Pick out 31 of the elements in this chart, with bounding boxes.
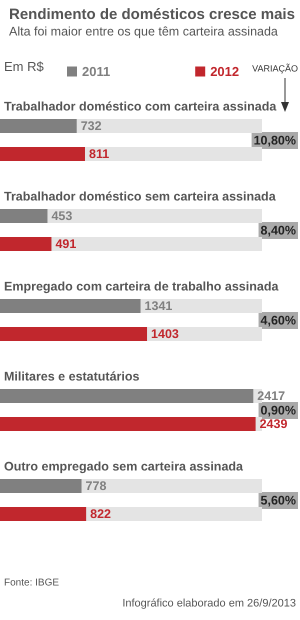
- chart-subtitle: Alta foi maior entre os que têm carteira assinada: [9, 24, 278, 38]
- bar: [0, 209, 48, 223]
- legend-label: 2012: [210, 64, 240, 79]
- text: 8,40%: [260, 224, 296, 238]
- data-label: 453: [51, 209, 72, 223]
- text: Infográfico elaborado em 26/9/2013: [122, 598, 296, 610]
- text: 5,60%: [260, 494, 296, 508]
- data-label: 491: [55, 237, 76, 251]
- data-label: 2417: [257, 389, 286, 403]
- bar: [0, 237, 52, 251]
- data-label: 778: [86, 479, 106, 493]
- annotation: 10,80%: [254, 134, 296, 148]
- source-note: Fonte: IBGE: [4, 578, 60, 588]
- text: 0,90%: [260, 404, 296, 418]
- y-tick-label: Empregado com carteira de trabalho assinada: [4, 280, 280, 294]
- y-tick-label: Trabalhador doméstico com carteira assinada: [4, 100, 278, 114]
- chart-title: Rendimento de domésticos cresce mais: [9, 6, 295, 23]
- text: 4,60%: [260, 314, 296, 328]
- data-label: 1403: [151, 327, 179, 341]
- y-tick-label: Militares e estatutários: [4, 370, 140, 384]
- legend-title: Em R$: [4, 59, 44, 74]
- text: VARIAÇÃO: [252, 64, 298, 74]
- data-label: 732: [80, 119, 102, 133]
- data-label: 811: [88, 147, 110, 161]
- data-label: 2439: [260, 417, 288, 431]
- data-label: 822: [90, 507, 112, 521]
- y-tick-label: Trabalhador doméstico sem carteira assinada: [4, 190, 277, 204]
- y-tick-label: Outro empregado sem carteira assinada: [4, 460, 244, 474]
- data-label: 1341: [144, 299, 172, 313]
- bar: [0, 417, 256, 431]
- legend-label: 2011: [82, 64, 110, 79]
